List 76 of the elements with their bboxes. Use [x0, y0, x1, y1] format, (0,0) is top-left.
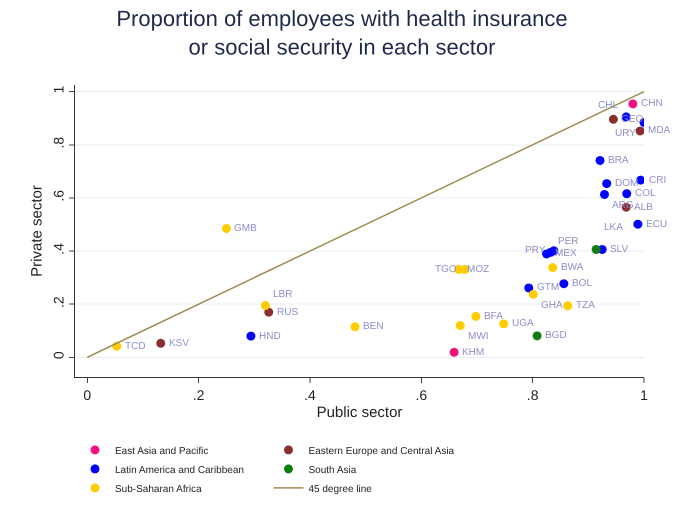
legend-label: Latin America and Caribbean	[115, 464, 244, 476]
annotation: GMB	[234, 223, 258, 234]
annotation: CHN	[641, 98, 663, 109]
annotation: PRY	[525, 245, 546, 256]
annotation: KSV	[169, 338, 190, 349]
annotation: ALB	[634, 202, 654, 213]
point	[222, 224, 231, 233]
point	[600, 190, 609, 199]
annotation: CRI	[649, 175, 666, 186]
annotation: BWA	[561, 262, 584, 273]
annotation: UGA	[512, 318, 534, 329]
point	[633, 220, 642, 229]
point	[450, 348, 459, 357]
point	[524, 283, 534, 292]
point	[608, 114, 618, 124]
point	[456, 320, 465, 330]
point	[246, 332, 256, 341]
point	[548, 263, 558, 272]
point	[596, 156, 605, 165]
annotation: HND	[259, 331, 281, 342]
point	[156, 338, 166, 348]
chart-title: Proportion of employees with health insurance or social security in each sector	[116, 6, 568, 60]
legend-label: South Asia	[308, 464, 357, 476]
x-tick-label: 1	[640, 386, 648, 403]
x-tick-label: .4	[304, 386, 316, 403]
annotation: MWI	[468, 331, 489, 342]
annotation: SLV	[610, 244, 628, 255]
annotation: BEN	[363, 321, 384, 332]
x-tick-label: .8	[526, 386, 539, 403]
point	[260, 301, 270, 310]
point	[602, 179, 612, 188]
annotation: URY	[615, 128, 636, 139]
legend-label: Sub-Saharan Africa	[115, 484, 202, 495]
annotation: BFA	[484, 311, 504, 322]
y-tick-label: 0	[50, 351, 66, 360]
point	[592, 244, 601, 254]
point	[350, 322, 360, 332]
point	[499, 319, 508, 328]
point	[471, 312, 480, 321]
annotation: LBR	[273, 289, 292, 300]
annotation: BRA	[608, 155, 629, 166]
x-axis-title: Public sector	[316, 404, 402, 421]
annotation: BGD	[545, 330, 567, 341]
y-tick-label: .4	[50, 242, 66, 255]
annotation: KHM	[462, 347, 484, 358]
x-tick-label: .6	[415, 386, 428, 403]
y-tick-label: .6	[50, 190, 66, 202]
y-tick-label: .8	[50, 136, 66, 149]
annotation: COL	[635, 188, 656, 199]
annotation: BOL	[572, 278, 592, 289]
annotation: MDA	[648, 125, 671, 136]
annotation: GTM	[537, 282, 560, 293]
point	[559, 279, 568, 288]
x-tick-label: 0	[83, 386, 92, 403]
point	[622, 189, 632, 198]
annotation: PER	[558, 236, 579, 247]
point	[528, 290, 538, 299]
annotation: DOM	[615, 178, 638, 189]
point	[628, 99, 638, 108]
y-tick-label: .2	[50, 296, 66, 308]
annotation: MEX	[555, 248, 577, 259]
y-tick-label: 1	[50, 85, 66, 94]
annotation: LKA	[604, 222, 624, 233]
annotation: RUS	[277, 307, 298, 318]
legend-label: 45 degree line	[308, 484, 372, 495]
x-tick-label: .2	[192, 386, 205, 403]
point	[563, 301, 572, 310]
annotation: TCD	[125, 341, 146, 352]
annotation: TZA	[576, 300, 596, 311]
y-axis-title: Private sector	[28, 185, 46, 277]
legend-label: East Asia and Pacific	[115, 446, 208, 457]
point	[636, 126, 644, 136]
point	[532, 331, 542, 340]
legend-label: Eastern Europe and Central Asia	[308, 446, 455, 457]
annotation: ECU	[646, 219, 668, 230]
annotation: GHA	[541, 300, 563, 311]
